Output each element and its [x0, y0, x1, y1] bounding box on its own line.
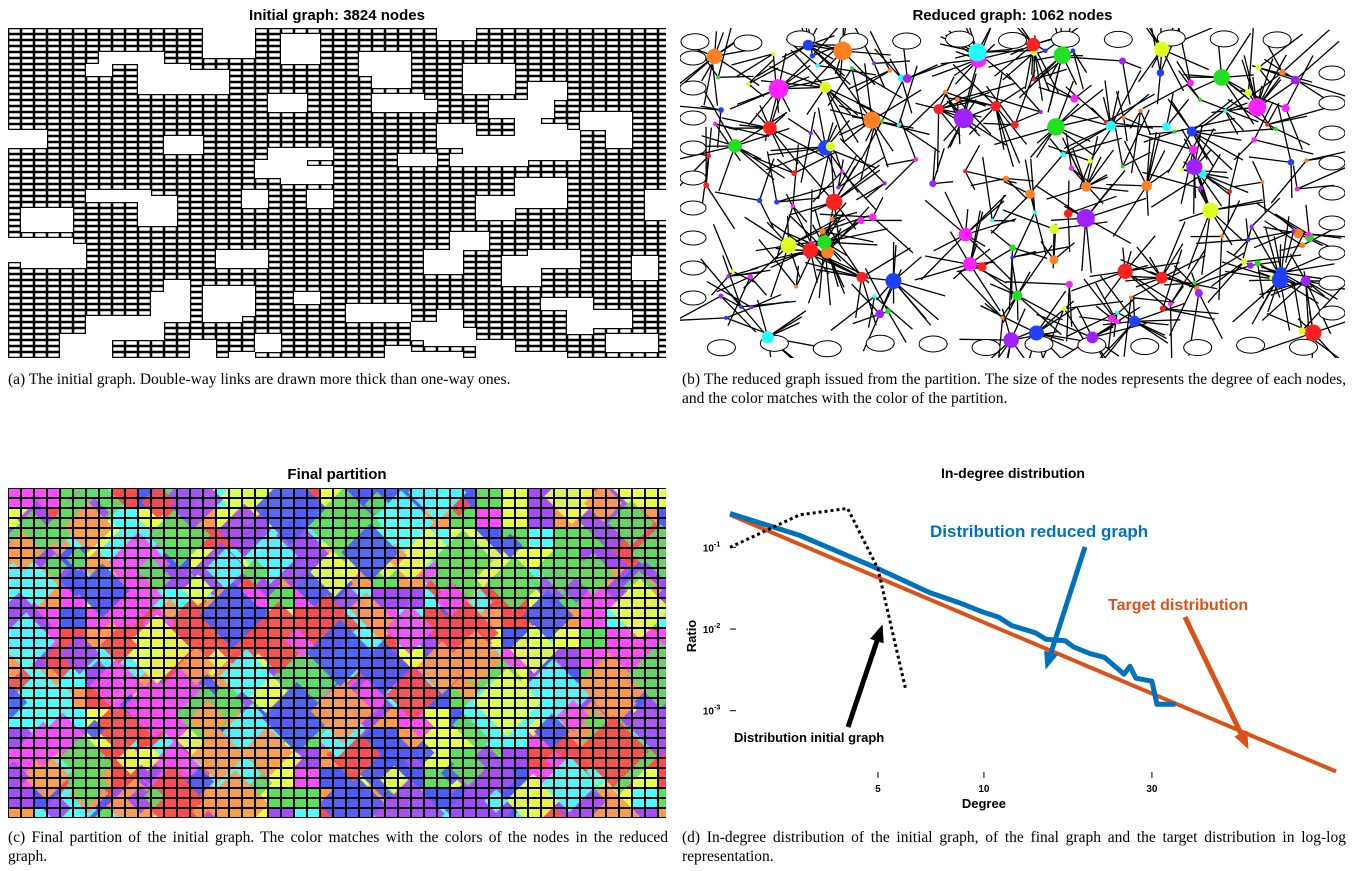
y-tick-label: 10 [703, 707, 715, 718]
annotation-label-0: Distribution initial graph [734, 730, 884, 745]
series-line-2 [729, 512, 1337, 774]
x-tick-label: 10 [978, 784, 990, 795]
y-axis-label: Ratio [684, 620, 699, 653]
series-line-0 [729, 506, 908, 691]
x-tick-label: 5 [875, 784, 881, 795]
x-tick-label: 30 [1146, 784, 1158, 795]
annotation-arrow-2 [1182, 615, 1248, 744]
final-partition-figure [8, 488, 666, 818]
annotation-arrow-0 [845, 631, 883, 728]
annotation-arrowhead-1 [1044, 650, 1058, 670]
x-axis-label: Degree [962, 796, 1006, 811]
reduced-graph-figure [680, 28, 1345, 358]
panel-b-title: Reduced graph: 1062 nodes [912, 7, 1113, 24]
annotation-arrowhead-2 [1234, 730, 1249, 750]
panel-b-caption: (b) The reduced graph issued from the pa… [682, 371, 1346, 407]
y-tick-exponent: -1 [714, 541, 720, 548]
y-tick-label: 10 [703, 625, 715, 636]
y-tick-exponent: -2 [714, 623, 720, 630]
y-tick-label: 10 [703, 543, 715, 554]
panel-a-caption: (a) The initial graph. Double-way links … [8, 371, 511, 388]
chart-title: In-degree distribution [941, 465, 1085, 481]
panel-c-caption: (c) Final partition of the initial graph… [8, 829, 668, 865]
panel-a-title: Initial graph: 3824 nodes [249, 7, 425, 24]
y-tick-exponent: -3 [714, 705, 720, 712]
annotation-label-1: Distribution reduced graph [930, 522, 1148, 541]
initial-graph-figure [8, 28, 666, 358]
annotation-arrow-1 [1045, 546, 1088, 663]
annotation-label-2: Target distribution [1108, 597, 1248, 614]
panel-d-caption: (d) In-degree distribution of the initia… [682, 829, 1346, 865]
annotation-arrowhead-0 [870, 624, 884, 644]
panel-c-title: Final partition [287, 466, 387, 483]
